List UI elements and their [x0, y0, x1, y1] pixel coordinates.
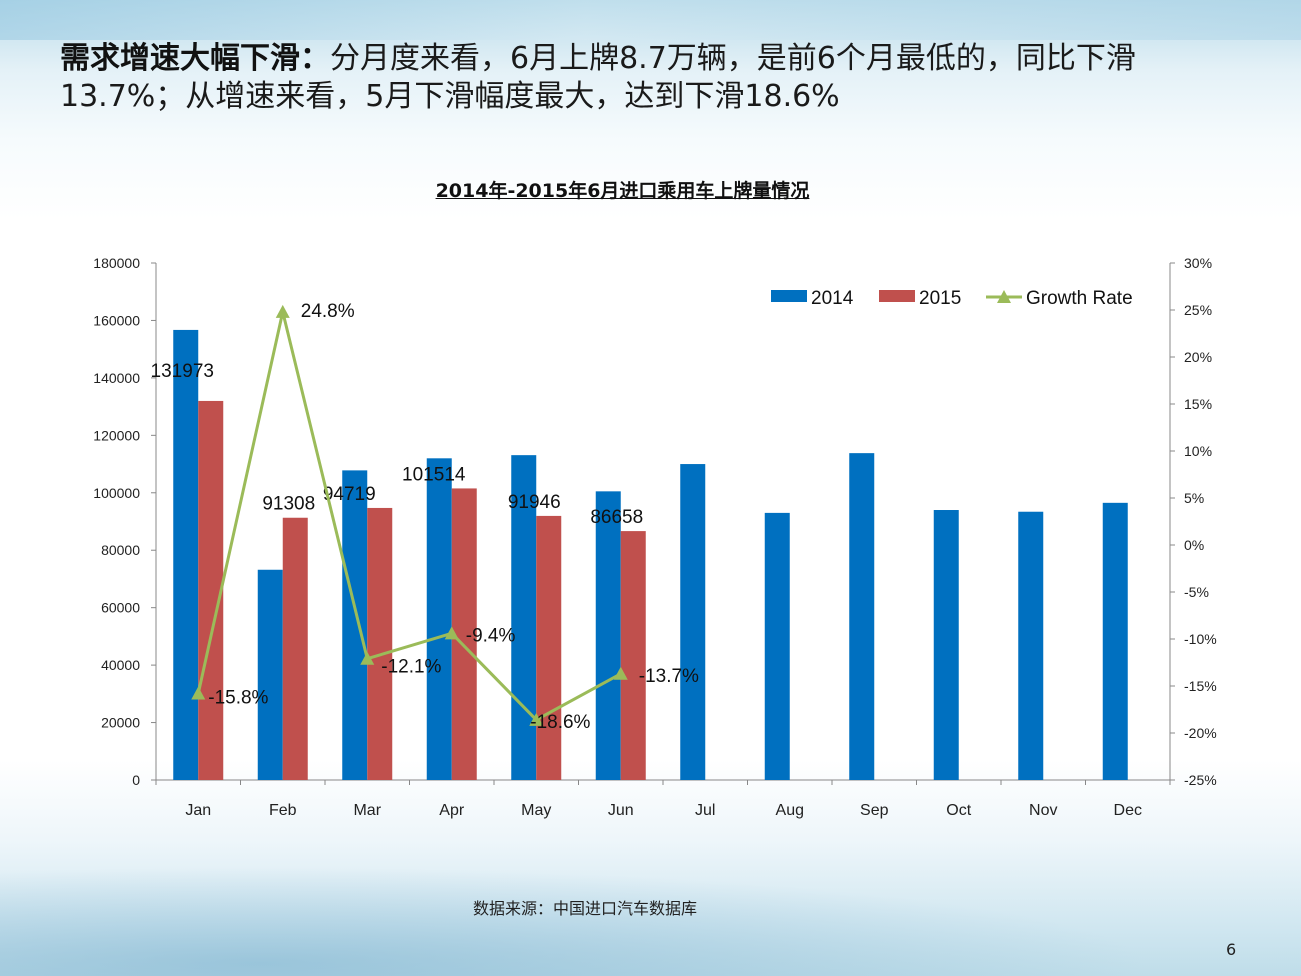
bar-2014-may — [511, 455, 537, 780]
right-axis-tick-label: 10% — [1184, 443, 1212, 459]
bar-2015-may — [536, 515, 562, 780]
data-label-growth-mar: -12.1% — [381, 657, 441, 678]
growth-rate-marker-may — [529, 712, 544, 726]
footer-decoration — [0, 850, 1301, 976]
data-label-2015-may: 91946 — [508, 492, 561, 513]
legend-label-growth-rate: Growth Rate — [1026, 288, 1133, 309]
x-axis-tick-label: May — [521, 802, 551, 819]
left-axis-tick-label: 20000 — [101, 715, 140, 731]
bar-2014-jan — [173, 329, 199, 780]
bar-2014-dec — [1102, 502, 1128, 780]
right-axis-tick-label: 20% — [1184, 349, 1212, 365]
bar-2014-nov — [1018, 511, 1044, 780]
legend-label-2014: 2014 — [811, 288, 854, 309]
bar-2014-aug — [764, 512, 790, 780]
bar-2014-jul — [680, 464, 706, 780]
bar-2015-mar — [367, 507, 393, 780]
left-axis-tick-label: 40000 — [101, 657, 140, 673]
data-label-growth-apr: -9.4% — [466, 625, 516, 646]
data-label-2015-jun: 86658 — [590, 507, 643, 528]
x-axis-tick-label: Oct — [946, 802, 971, 819]
left-axis-tick-label: 100000 — [93, 485, 140, 501]
bar-2014-oct — [933, 510, 959, 780]
data-label-growth-feb: 24.8% — [301, 301, 355, 322]
left-axis-tick-label: 120000 — [93, 427, 140, 443]
right-axis-tick-label: 15% — [1184, 396, 1212, 412]
headline-text-line2: 13.7%；从增速来看，5月下滑幅度最大，达到下滑18.6% — [60, 79, 840, 114]
chart-title: 2014年-2015年6月进口乘用车上牌量情况 — [435, 180, 810, 202]
data-label-2015-apr: 101514 — [402, 464, 466, 485]
legend-swatch-2014 — [771, 290, 807, 302]
growth-rate-marker-jun — [613, 666, 628, 680]
x-axis-tick-label: Aug — [776, 802, 804, 819]
data-label-2015-jan: 131973 — [151, 361, 214, 382]
data-label-growth-may: -18.6% — [530, 712, 590, 733]
right-axis-tick-label: 5% — [1184, 490, 1204, 506]
data-label-2015-feb: 91308 — [262, 494, 315, 515]
growth-rate-marker-jan — [191, 686, 206, 700]
bar-2014-sep — [849, 453, 875, 780]
headline-lead: 需求增速大幅下滑： — [60, 41, 330, 76]
header-decoration — [0, 0, 1301, 40]
data-label-2015-mar: 94719 — [323, 484, 376, 505]
legend-label-2015: 2015 — [919, 288, 961, 309]
growth-rate-line — [196, 311, 622, 722]
right-axis-tick-label: -25% — [1184, 772, 1217, 788]
right-axis-tick-label: -10% — [1184, 631, 1217, 647]
left-axis-tick-label: 0 — [132, 772, 140, 788]
right-axis-tick-label: -15% — [1184, 678, 1217, 694]
right-axis-tick-label: 30% — [1184, 255, 1212, 271]
bar-2014-feb — [257, 569, 283, 780]
x-axis-tick-label: Jun — [608, 802, 634, 819]
left-axis-tick-label: 60000 — [101, 600, 140, 616]
x-axis-tick-label: Sep — [860, 802, 889, 819]
x-axis-tick-label: Apr — [439, 802, 465, 819]
bar-2015-jun — [620, 531, 646, 780]
x-axis-tick-label: Jul — [695, 802, 715, 819]
source-note: 数据来源：中国进口汽车数据库 — [472, 899, 697, 918]
x-axis-tick-label: Jan — [185, 802, 211, 819]
bar-2015-feb — [282, 517, 308, 780]
data-label-growth-jan: -15.8% — [208, 688, 268, 709]
legend-swatch-2015 — [879, 290, 915, 302]
bar-2014-mar — [342, 470, 368, 780]
growth-rate-marker-feb — [275, 304, 290, 318]
x-axis-tick-label: Nov — [1029, 802, 1057, 819]
x-axis-tick-label: Mar — [353, 802, 381, 819]
bar-2014-apr — [426, 458, 452, 780]
bar-2015-jan — [198, 400, 224, 780]
right-axis-tick-label: -5% — [1184, 584, 1209, 600]
x-axis-tick-label: Dec — [1114, 802, 1142, 819]
data-label-growth-jun: -13.7% — [639, 666, 699, 687]
left-axis-tick-label: 160000 — [93, 312, 140, 328]
right-axis-tick-label: 0% — [1184, 537, 1204, 553]
headline-text-line1: 分月度来看，6月上牌8.7万辆，是前6个月最低的，同比下滑 — [330, 41, 1136, 76]
legend-marker-growth-rate — [997, 290, 1011, 303]
left-axis-tick-label: 140000 — [93, 370, 140, 386]
page-number: 6 — [1226, 940, 1237, 959]
growth-rate-marker-mar — [360, 651, 375, 665]
right-axis-tick-label: 25% — [1184, 302, 1212, 318]
bar-2014-jun — [595, 491, 621, 780]
x-axis-tick-label: Feb — [269, 802, 297, 819]
right-axis-tick-label: -20% — [1184, 725, 1217, 741]
left-axis-tick-label: 80000 — [101, 542, 140, 558]
left-axis-tick-label: 180000 — [93, 255, 140, 271]
headline: 需求增速大幅下滑：分月度来看，6月上牌8.7万辆，是前6个月最低的，同比下滑 1… — [60, 40, 1240, 116]
growth-rate-marker-apr — [444, 626, 459, 640]
